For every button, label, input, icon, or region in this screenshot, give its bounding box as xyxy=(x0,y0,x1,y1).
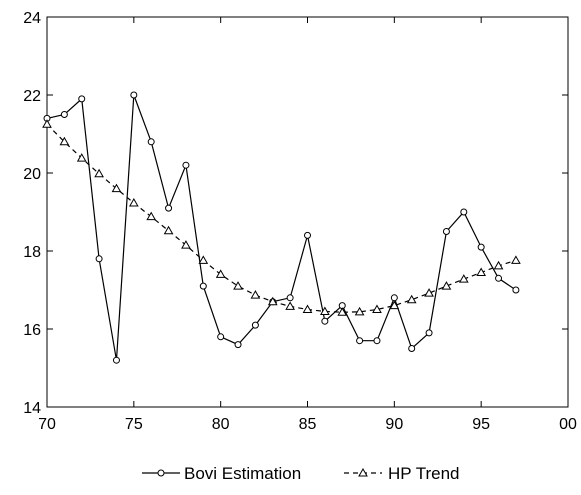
legend-label: HP Trend xyxy=(388,464,460,483)
data-point xyxy=(95,255,103,263)
data-point xyxy=(321,317,329,325)
series-line xyxy=(46,123,517,313)
data-point xyxy=(251,321,259,329)
data-point xyxy=(512,286,520,294)
data-point xyxy=(146,211,157,221)
data-point xyxy=(511,255,521,264)
data-point xyxy=(182,161,190,169)
x-tick-label: 85 xyxy=(299,416,317,433)
plot-frame xyxy=(46,16,569,408)
series-hp-trend xyxy=(42,119,521,316)
y-tick-label: 14 xyxy=(23,400,41,417)
data-point xyxy=(458,274,469,283)
data-point xyxy=(337,307,348,316)
data-point xyxy=(389,300,400,310)
data-point xyxy=(442,228,450,235)
x-tick-label: 95 xyxy=(472,416,490,433)
data-point xyxy=(424,288,434,297)
data-point xyxy=(78,95,86,103)
y-tick-label: 18 xyxy=(23,244,41,261)
series-layer xyxy=(42,91,521,364)
data-point xyxy=(460,208,468,216)
data-point xyxy=(199,282,207,290)
data-point xyxy=(165,204,173,212)
y-tick-label: 24 xyxy=(23,10,41,27)
data-point xyxy=(130,91,138,99)
legend-marker xyxy=(358,467,368,477)
data-point xyxy=(234,341,242,349)
data-point xyxy=(354,306,365,316)
axes: 14 16 18 20 22 24 70 75 80 85 90 95 00 xyxy=(23,10,577,433)
data-point xyxy=(390,294,398,302)
data-point xyxy=(198,255,209,264)
data-point xyxy=(217,333,225,341)
data-point xyxy=(163,225,174,235)
data-point xyxy=(42,119,52,128)
data-point xyxy=(320,306,330,315)
data-point xyxy=(94,168,104,178)
data-point xyxy=(285,301,295,310)
data-point xyxy=(250,290,261,299)
legend-marker xyxy=(157,469,165,477)
data-point xyxy=(441,281,452,290)
data-point xyxy=(128,198,139,207)
data-point xyxy=(60,111,68,118)
x-tick-label: 90 xyxy=(385,416,403,433)
data-point xyxy=(286,294,294,302)
data-point xyxy=(372,304,382,313)
data-point xyxy=(112,356,120,364)
series-line xyxy=(46,94,517,361)
data-point xyxy=(373,337,381,345)
data-point xyxy=(111,183,122,193)
x-tick-label: 75 xyxy=(125,416,143,433)
y-tick-label: 20 xyxy=(23,166,41,183)
data-point xyxy=(147,138,155,146)
data-point xyxy=(477,243,485,251)
data-point xyxy=(304,231,311,239)
data-point xyxy=(76,153,87,162)
legend-item-bovi-estimation: Bovi Estimation xyxy=(142,464,301,483)
data-point xyxy=(406,294,417,304)
legend: Bovi Estimation HP Trend xyxy=(142,464,460,483)
data-point xyxy=(181,240,191,249)
y-tick-label: 22 xyxy=(23,88,41,105)
data-point xyxy=(59,136,70,146)
series-bovi-estimation xyxy=(43,91,520,364)
data-point xyxy=(425,329,433,337)
data-point xyxy=(267,296,278,306)
data-point xyxy=(215,269,226,278)
data-point xyxy=(493,260,504,270)
x-tick-label: 00 xyxy=(559,416,577,433)
x-tick-label: 80 xyxy=(212,416,230,433)
legend-label: Bovi Estimation xyxy=(184,464,301,483)
data-point xyxy=(476,267,487,276)
data-point xyxy=(233,281,243,290)
data-point xyxy=(302,304,313,313)
data-point xyxy=(356,337,364,345)
x-tick-label: 70 xyxy=(38,416,56,433)
y-tick-label: 16 xyxy=(23,322,41,339)
legend-item-hp-trend: HP Trend xyxy=(344,464,460,483)
data-point xyxy=(495,274,503,282)
data-point xyxy=(408,345,416,352)
